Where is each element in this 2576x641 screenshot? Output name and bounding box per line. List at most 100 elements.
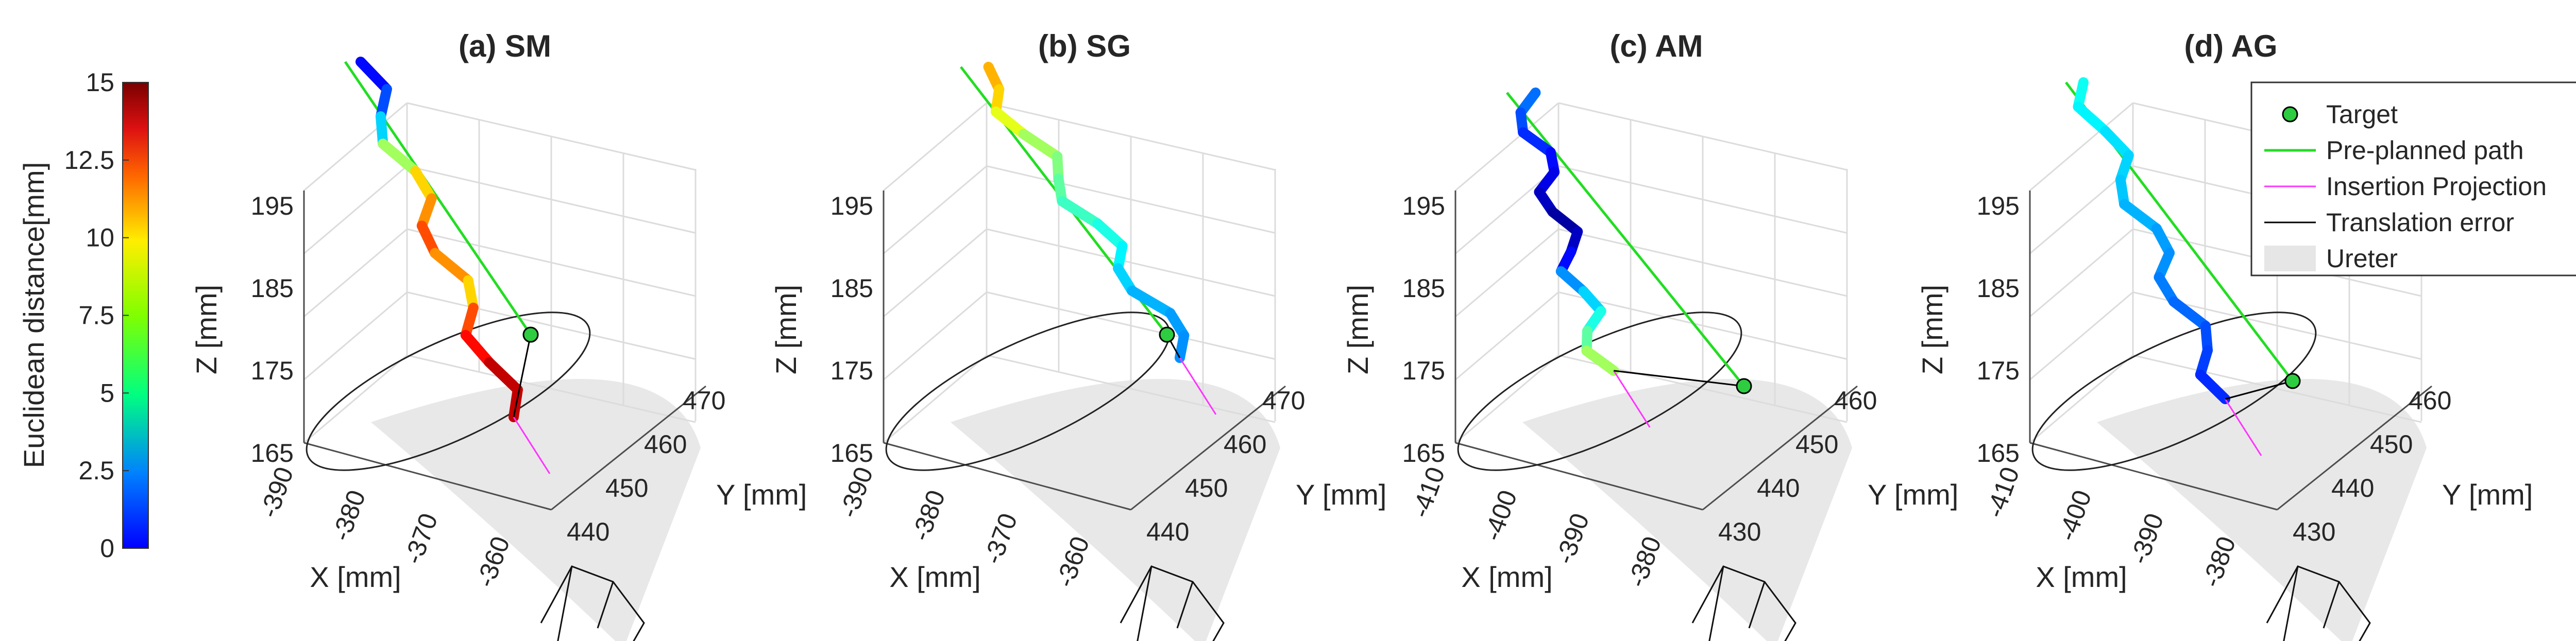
trajectory-segment <box>2119 199 2162 234</box>
x-axis-label: X [mm] <box>310 561 401 593</box>
grid-line <box>303 291 408 380</box>
trajectory-segment <box>355 57 392 95</box>
grid-line <box>883 102 987 192</box>
trajectory-segment <box>410 166 437 204</box>
translation-error <box>2225 380 2293 400</box>
grid-line <box>883 165 987 254</box>
y-axis-line <box>1702 385 1858 511</box>
grid-line <box>2029 228 2133 318</box>
x-tick-label: -400 <box>2052 487 2097 545</box>
grid-line <box>1455 165 1559 254</box>
z-tick-label: 195 <box>1402 192 1445 220</box>
colorbar-tick-label: 0 <box>100 534 114 563</box>
y-tick-label: 440 <box>1146 517 1189 546</box>
pre-planned-path <box>344 61 532 336</box>
z-axis-label: Z [mm] <box>1342 285 1374 374</box>
z-tick-label: 195 <box>831 192 873 220</box>
z-tick-label: 185 <box>1977 274 2020 303</box>
x-tick-label: -380 <box>326 487 371 545</box>
y-tick-label: 440 <box>567 517 609 546</box>
panel-title: (d) AG <box>2184 29 2277 63</box>
colorbar-tick-label: 2.5 <box>78 456 114 485</box>
panel-4: (d) AG 195 185 175 165 Z [mm] -410 -400 -390 -380… <box>1916 29 2533 641</box>
z-axis-label: Z [mm] <box>770 285 802 374</box>
z-tick-label: 185 <box>831 274 873 303</box>
trajectory-segment <box>2100 126 2134 161</box>
colorbar-tick-label: 10 <box>86 223 114 252</box>
target-marker <box>522 326 539 343</box>
ureter-patch <box>2097 379 2427 641</box>
pre-planned-path <box>1506 92 1745 387</box>
x-axis-label: X [mm] <box>889 561 980 593</box>
y-tick-label: 450 <box>1795 430 1838 459</box>
x-axis-label: X [mm] <box>1461 561 1552 593</box>
x-tick-label: -380 <box>906 487 951 545</box>
z-tick-label: 185 <box>1402 274 1445 303</box>
x-tick-label: -380 <box>2196 533 2241 591</box>
z-tick-label: 165 <box>1402 439 1445 467</box>
y-axis-label: Y [mm] <box>1868 478 1958 511</box>
legend-box <box>2250 81 2576 276</box>
insertion-ring <box>2031 311 2317 471</box>
z-tick-label: 195 <box>251 192 294 220</box>
ureter-patch <box>951 379 1280 641</box>
x-tick-label: -360 <box>1050 533 1095 591</box>
ureter-patch <box>371 379 701 641</box>
trajectory-segment <box>430 248 473 286</box>
trajectory-segment <box>1581 345 1619 376</box>
robot-wireframe <box>540 565 645 641</box>
colorbar-tick-label: 15 <box>86 68 114 97</box>
y-tick-label: 440 <box>2331 474 2374 503</box>
legend-label: Insertion Projection <box>2326 172 2547 201</box>
legend-label: Pre-planned path <box>2326 136 2524 165</box>
y-tick-label: 450 <box>1185 474 1228 503</box>
grid-line <box>2029 354 2133 444</box>
x-tick-label: -370 <box>978 510 1023 568</box>
x-axis-label: X [mm] <box>2036 561 2127 593</box>
trajectory-segment <box>1127 285 1176 319</box>
colorbar-tick-label: 12.5 <box>64 146 114 175</box>
x-tick-label: -370 <box>398 510 443 568</box>
z-tick-label: 175 <box>251 356 294 385</box>
insertion-ring <box>306 311 591 471</box>
colorbar-tick-label: 5 <box>100 378 114 407</box>
y-tick-label: 450 <box>605 474 648 503</box>
y-tick-label: 460 <box>644 430 687 459</box>
grid-line <box>1455 354 1559 444</box>
x-tick-label: -390 <box>254 463 299 522</box>
x-tick-label: -380 <box>1622 533 1667 591</box>
panel-title: (a) SM <box>459 29 551 63</box>
robot-wireframe <box>2266 565 2371 641</box>
y-axis-line <box>2277 385 2432 511</box>
insertion-projection <box>513 417 551 474</box>
grid-line <box>986 354 1276 423</box>
z-tick-label: 185 <box>251 274 294 303</box>
z-tick-label: 175 <box>1402 356 1445 385</box>
trajectory-segment <box>1174 330 1190 363</box>
z-axis-label: Z [mm] <box>190 285 223 374</box>
y-axis-label: Y [mm] <box>716 478 807 511</box>
grid-line <box>1455 102 1559 192</box>
panel-1: (a) SM 195 185 175 165 Z [mm] -390 -380 -370 -360… <box>190 29 807 641</box>
y-tick-label: 460 <box>2409 386 2451 415</box>
grid-line <box>2132 354 2422 423</box>
y-tick-label: 450 <box>2370 430 2413 459</box>
x-tick-label: -400 <box>1478 487 1522 545</box>
x-axis-line <box>883 442 1131 511</box>
robot-wireframe <box>1691 565 1797 641</box>
z-tick-label: 165 <box>831 439 873 467</box>
legend-label: Ureter <box>2326 244 2398 273</box>
trajectory-segment <box>1547 206 1583 237</box>
insertion-projection <box>2224 399 2262 456</box>
panel-title: (c) AM <box>1609 29 1703 63</box>
y-tick-label: 460 <box>1834 386 1877 415</box>
y-axis-label: Y [mm] <box>1296 478 1386 511</box>
z-tick-label: 175 <box>831 356 873 385</box>
legend-label: Translation error <box>2326 208 2514 237</box>
grid-line <box>303 228 408 318</box>
grid-line <box>1455 228 1559 318</box>
trajectory-segment <box>1057 196 1103 229</box>
ureter-patch <box>1522 379 1852 641</box>
x-tick-label: -410 <box>1405 463 1450 522</box>
robot-wireframe <box>1120 565 1225 641</box>
